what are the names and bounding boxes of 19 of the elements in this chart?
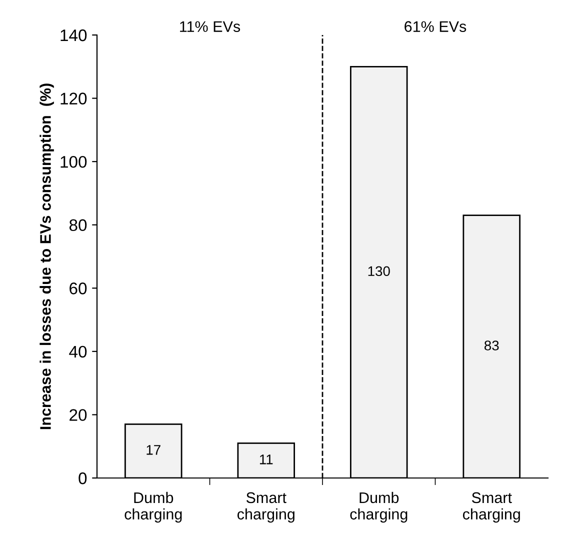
text: 11% EVs — [180, 21, 240, 32]
x-tick-label: Dumb charging — [350, 492, 408, 523]
y-tick-label: 20 — [70, 409, 87, 421]
data-label: 11 — [260, 454, 273, 464]
x-tick-label: Smart charging — [462, 492, 520, 523]
y-axis-title: Increase in losses due to EVs consumption (%) — [40, 84, 54, 430]
x-tick-label: Smart charging — [237, 492, 294, 523]
x-tick-label: Dumb charging — [124, 492, 182, 523]
y-tick-label: 100 — [60, 156, 87, 168]
y-tick-label: 0 — [78, 472, 87, 484]
y-tick-label: 80 — [69, 219, 87, 232]
y-tick-label: 140 — [60, 29, 87, 42]
data-label: 17 — [146, 445, 160, 455]
text: 61% EVs — [404, 21, 466, 32]
y-tick-label: 60 — [70, 282, 87, 294]
y-tick-label: 40 — [69, 346, 87, 358]
data-label: 130 — [368, 266, 390, 276]
y-tick-label: 120 — [60, 92, 87, 104]
data-label: 83 — [484, 340, 499, 350]
